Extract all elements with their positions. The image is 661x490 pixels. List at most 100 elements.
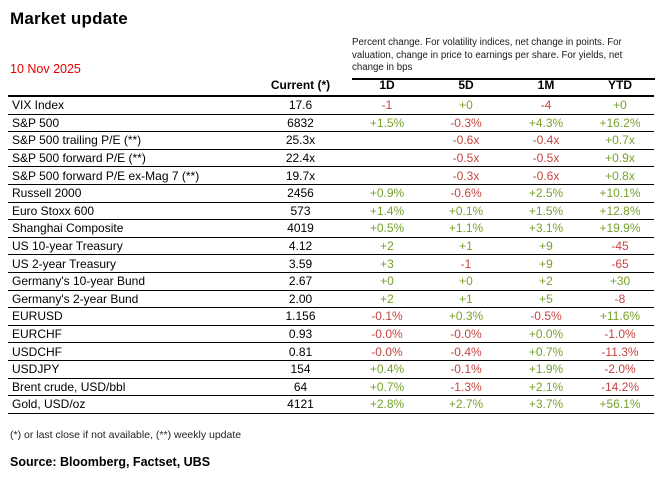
current-value: 2.67 (253, 272, 348, 291)
col-header-1d: 1D (348, 78, 426, 97)
change-value-5d: -1 (426, 254, 506, 273)
change-value-ytd: +56.1% (586, 395, 654, 414)
change-value-ytd: +30 (586, 272, 654, 291)
market-table: Current (*) 1D 5D 1M YTD VIX Index 17.6 -1… (8, 78, 654, 414)
current-value: 17.6 (253, 96, 348, 115)
change-value-5d: -1.3% (426, 378, 506, 397)
asset-label: Germany's 2-year Bund (8, 290, 253, 309)
table-row: Euro Stoxx 600 573 +1.4% +0.1% +1.5% +12.8% (8, 202, 654, 221)
change-value-5d: -0.1% (426, 360, 506, 379)
table-body: VIX Index 17.6 -1 +0 -4 +0 S&P 500 6832 +1.5% -0.… (8, 96, 654, 414)
change-value-1m: +3.7% (506, 395, 586, 414)
change-value-5d: +0 (426, 272, 506, 291)
change-value-ytd: +16.2% (586, 114, 654, 133)
table-row: US 10-year Treasury 4.12 +2 +1 +9 -45 (8, 237, 654, 256)
change-value-1d: +3 (348, 254, 426, 273)
change-value-1d: +1.4% (348, 202, 426, 221)
change-value-1d: +1.5% (348, 114, 426, 133)
change-value-ytd: +19.9% (586, 219, 654, 238)
change-value-1m: +2.5% (506, 184, 586, 203)
table-row: S&P 500 forward P/E (**) 22.4x -0.5x -0.5x +… (8, 149, 654, 168)
change-value-5d: +1.1% (426, 219, 506, 238)
current-value: 4121 (253, 395, 348, 414)
change-value-5d: -0.0% (426, 325, 506, 344)
change-value-1d (348, 149, 426, 168)
table-row: Germany's 10-year Bund 2.67 +0 +0 +2 +30 (8, 272, 654, 291)
current-value: 3.59 (253, 254, 348, 273)
change-value-5d: +1 (426, 290, 506, 309)
asset-label: US 10-year Treasury (8, 237, 253, 256)
current-value: 4019 (253, 219, 348, 238)
asset-label: USDCHF (8, 342, 253, 361)
col-header-5d: 5D (426, 78, 506, 97)
table-row: EURUSD 1.156 -0.1% +0.3% -0.5% +11.6% (8, 307, 654, 326)
change-value-ytd: -8 (586, 290, 654, 309)
change-value-1m: +3.1% (506, 219, 586, 238)
current-value: 64 (253, 378, 348, 397)
current-value: 19.7x (253, 166, 348, 185)
current-value: 1.156 (253, 307, 348, 326)
change-value-ytd: +11.6% (586, 307, 654, 326)
current-value: 573 (253, 202, 348, 221)
change-value-1d (348, 131, 426, 150)
change-value-1m: -0.5% (506, 307, 586, 326)
asset-label: S&P 500 forward P/E ex-Mag 7 (**) (8, 166, 253, 185)
change-value-5d: -0.3% (426, 114, 506, 133)
methodology-note: Percent change. For volatility indices, … (352, 37, 655, 80)
change-value-1m: -0.4x (506, 131, 586, 150)
asset-label: EURUSD (8, 307, 253, 326)
table-row: S&P 500 6832 +1.5% -0.3% +4.3% +16.2% (8, 114, 654, 133)
change-value-1m: +2.1% (506, 378, 586, 397)
change-value-1d: +0.5% (348, 219, 426, 238)
change-value-ytd: +10.1% (586, 184, 654, 203)
change-value-1m: +0.0% (506, 325, 586, 344)
change-value-5d: +0.3% (426, 307, 506, 326)
table-row: S&P 500 forward P/E ex-Mag 7 (**) 19.7x -0… (8, 166, 654, 185)
table-row: S&P 500 trailing P/E (**) 25.3x -0.6x -0.4x… (8, 131, 654, 150)
change-value-5d: -0.6x (426, 131, 506, 150)
asset-label: Shanghai Composite (8, 219, 253, 238)
change-value-ytd: -2.0% (586, 360, 654, 379)
change-value-5d: +0 (426, 96, 506, 115)
change-value-1m: +5 (506, 290, 586, 309)
asset-label: EURCHF (8, 325, 253, 344)
change-value-ytd: -1.0% (586, 325, 654, 344)
change-value-1d: +0 (348, 272, 426, 291)
change-value-1m: +2 (506, 272, 586, 291)
change-value-1d: +2.8% (348, 395, 426, 414)
table-row: USDCHF 0.81 -0.0% -0.4% +0.7% -11.3% (8, 342, 654, 361)
asset-label: S&P 500 trailing P/E (**) (8, 131, 253, 150)
change-value-1m: +1.9% (506, 360, 586, 379)
asset-label: VIX Index (8, 96, 253, 115)
change-value-ytd: -65 (586, 254, 654, 273)
table-row: Brent crude, USD/bbl 64 +0.7% -1.3% +2.1% -14… (8, 378, 654, 397)
change-value-1d (348, 166, 426, 185)
table-row: VIX Index 17.6 -1 +0 -4 +0 (8, 96, 654, 115)
change-value-5d: -0.4% (426, 342, 506, 361)
change-value-ytd: -45 (586, 237, 654, 256)
change-value-1d: -0.1% (348, 307, 426, 326)
change-value-1m: -0.6x (506, 166, 586, 185)
change-value-ytd: +12.8% (586, 202, 654, 221)
current-value: 0.93 (253, 325, 348, 344)
change-value-ytd: +0.9x (586, 149, 654, 168)
table-row: Germany's 2-year Bund 2.00 +2 +1 +5 -8 (8, 290, 654, 309)
current-value: 25.3x (253, 131, 348, 150)
change-value-5d: +2.7% (426, 395, 506, 414)
change-value-1d: -1 (348, 96, 426, 115)
change-value-ytd: +0.7x (586, 131, 654, 150)
change-value-5d: -0.3x (426, 166, 506, 185)
current-value: 0.81 (253, 342, 348, 361)
change-value-1m: -4 (506, 96, 586, 115)
table-row: Russell 2000 2456 +0.9% -0.6% +2.5% +10.1% (8, 184, 654, 203)
change-value-1m: +0.7% (506, 342, 586, 361)
current-value: 2.00 (253, 290, 348, 309)
table-row: Shanghai Composite 4019 +0.5% +1.1% +3.1% +19… (8, 219, 654, 238)
table-header-row: Current (*) 1D 5D 1M YTD (8, 78, 654, 97)
asset-label: Brent crude, USD/bbl (8, 378, 253, 397)
table-row: Gold, USD/oz 4121 +2.8% +2.7% +3.7% +56.1% (8, 395, 654, 414)
change-value-1m: +9 (506, 237, 586, 256)
current-value: 22.4x (253, 149, 348, 168)
asset-label: Germany's 10-year Bund (8, 272, 253, 291)
change-value-1d: +0.7% (348, 378, 426, 397)
